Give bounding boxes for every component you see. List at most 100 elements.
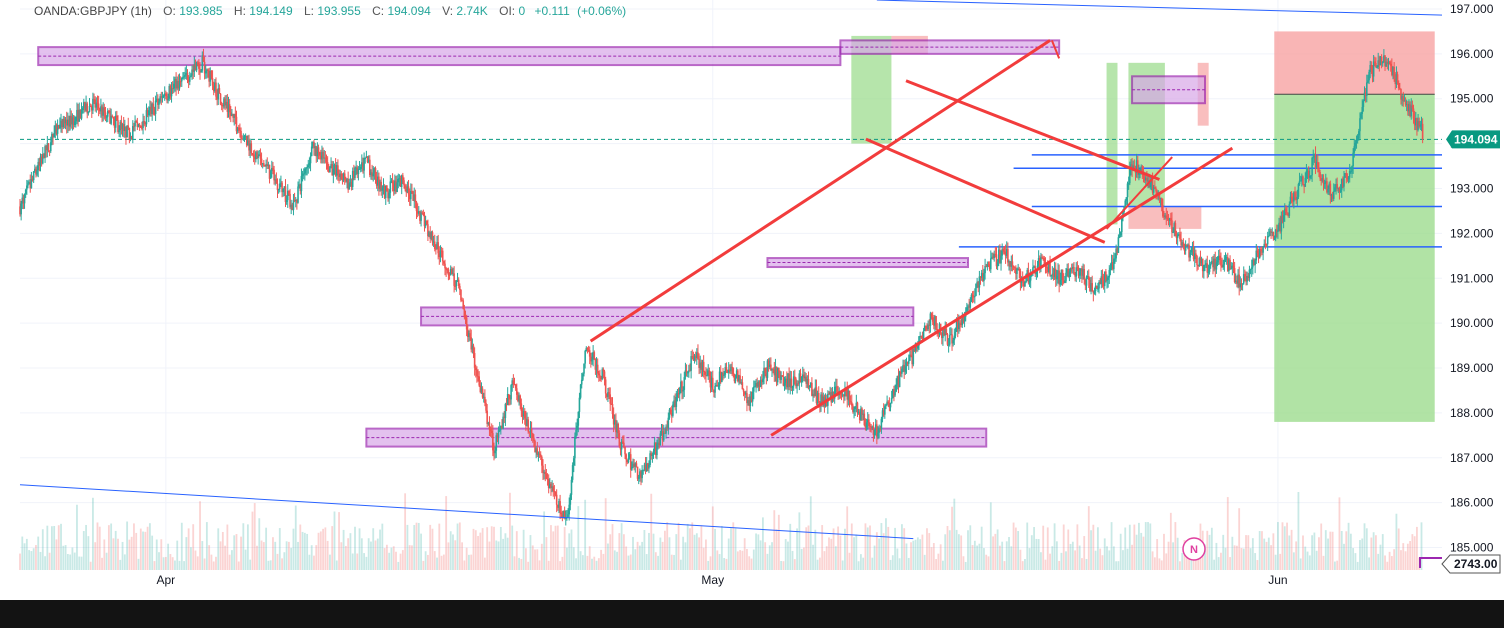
- candle-body: [228, 104, 231, 113]
- volume-bar: [698, 537, 700, 570]
- candle-body: [255, 152, 257, 160]
- chart-canvas[interactable]: 197.000196.000195.000194.000193.000192.0…: [0, 0, 1504, 600]
- volume-bar: [465, 547, 468, 570]
- volume-bar: [114, 530, 117, 570]
- candle-body: [649, 453, 651, 466]
- candle-body: [428, 232, 430, 237]
- candle-body: [468, 333, 470, 337]
- candle-body: [469, 333, 471, 338]
- supply-demand-zones[interactable]: [37, 39, 1206, 448]
- volume-bar: [1388, 551, 1391, 570]
- volume-bar: [891, 555, 894, 570]
- volume-bar: [1094, 550, 1097, 570]
- candle-body: [456, 279, 459, 281]
- candle-body: [853, 409, 855, 412]
- volume-bar: [650, 493, 653, 570]
- candle-body: [253, 157, 256, 160]
- volume-bar: [176, 540, 179, 570]
- candle-body: [947, 344, 950, 346]
- candle-body: [223, 98, 225, 107]
- candle-body: [299, 184, 302, 192]
- candle-body: [563, 510, 566, 519]
- candle-body: [359, 166, 362, 169]
- candle-body: [330, 164, 332, 167]
- volume-bar: [707, 560, 710, 570]
- candle-body: [1252, 259, 1254, 268]
- volume-bar: [372, 528, 375, 570]
- candle-body: [1029, 274, 1032, 281]
- volume-bar: [1133, 524, 1136, 570]
- candle-body: [1322, 178, 1325, 184]
- candle-body: [1032, 267, 1034, 273]
- candle-body: [170, 88, 173, 97]
- candle-body: [1180, 239, 1182, 246]
- candle-body: [1403, 100, 1406, 102]
- candle-body: [200, 70, 202, 73]
- candle-body: [1236, 280, 1238, 284]
- candle-body: [20, 203, 22, 215]
- candle-body: [362, 162, 364, 171]
- trend-lines[interactable]: [19, 0, 1504, 540]
- candle-body: [1140, 166, 1142, 172]
- candle-body: [1355, 139, 1358, 143]
- candle-body: [1067, 268, 1070, 277]
- candle-body: [1301, 176, 1303, 181]
- candle-body: [389, 181, 392, 193]
- candle-body: [1329, 183, 1332, 196]
- volume-bar: [1231, 536, 1234, 570]
- candle-body: [1380, 56, 1383, 63]
- volume-bar: [1085, 558, 1088, 570]
- candle-body: [260, 158, 263, 165]
- candle-body: [1344, 173, 1346, 178]
- volume-bar: [652, 533, 655, 570]
- candle-body: [1253, 259, 1255, 266]
- candle-body: [1135, 160, 1138, 173]
- volume-bar: [221, 531, 224, 570]
- candle-body: [1066, 268, 1068, 273]
- price-chart[interactable]: 197.000196.000195.000194.000193.000192.0…: [0, 0, 1504, 600]
- candle-body: [628, 454, 631, 458]
- candle-body: [889, 403, 892, 408]
- candle-body: [400, 175, 403, 187]
- candle-body: [1196, 256, 1198, 266]
- candle-body: [994, 253, 997, 255]
- volume-bar: [474, 530, 477, 570]
- volume-bar: [695, 533, 698, 570]
- volume-bar: [374, 540, 377, 570]
- volume-bar: [559, 561, 561, 570]
- volume-bar: [210, 554, 213, 570]
- volume-bar: [518, 557, 520, 570]
- volume-bar: [832, 528, 835, 570]
- volume-bar: [987, 556, 990, 570]
- candle-body: [454, 285, 457, 287]
- candle-body: [447, 269, 450, 275]
- candle-body: [424, 220, 427, 227]
- legend-symbol[interactable]: OANDA:GBPJPY (1h): [34, 4, 152, 18]
- candle-body: [742, 389, 745, 392]
- candle-body: [872, 426, 875, 435]
- volume-bar: [796, 528, 798, 570]
- candle-body: [817, 393, 820, 403]
- volume-bar: [483, 557, 486, 570]
- candle-body: [305, 168, 307, 170]
- volume-bar: [814, 529, 817, 570]
- candle-body: [239, 129, 241, 132]
- volume-bar: [192, 524, 195, 570]
- candle-body: [333, 165, 336, 169]
- volume-bar: [787, 541, 789, 570]
- wedge-lower-line: [865, 137, 1106, 244]
- candle-body: [274, 179, 277, 181]
- candle-body: [1369, 65, 1372, 72]
- candle-body: [805, 376, 808, 384]
- candle-body: [979, 276, 982, 278]
- candle-body: [816, 393, 819, 404]
- volume-bar: [105, 552, 108, 570]
- long-profit-box: [1106, 62, 1118, 225]
- price-axis[interactable]: 197.000196.000195.000194.000193.000192.0…: [1419, 0, 1504, 574]
- chart-legend: OANDA:GBPJPY (1h) O: 193.985 H: 194.149 …: [34, 4, 626, 18]
- candle-body: [794, 376, 796, 379]
- candle-body: [716, 385, 719, 387]
- candle-body: [1049, 262, 1051, 276]
- horizontal-levels[interactable]: [20, 138, 1442, 248]
